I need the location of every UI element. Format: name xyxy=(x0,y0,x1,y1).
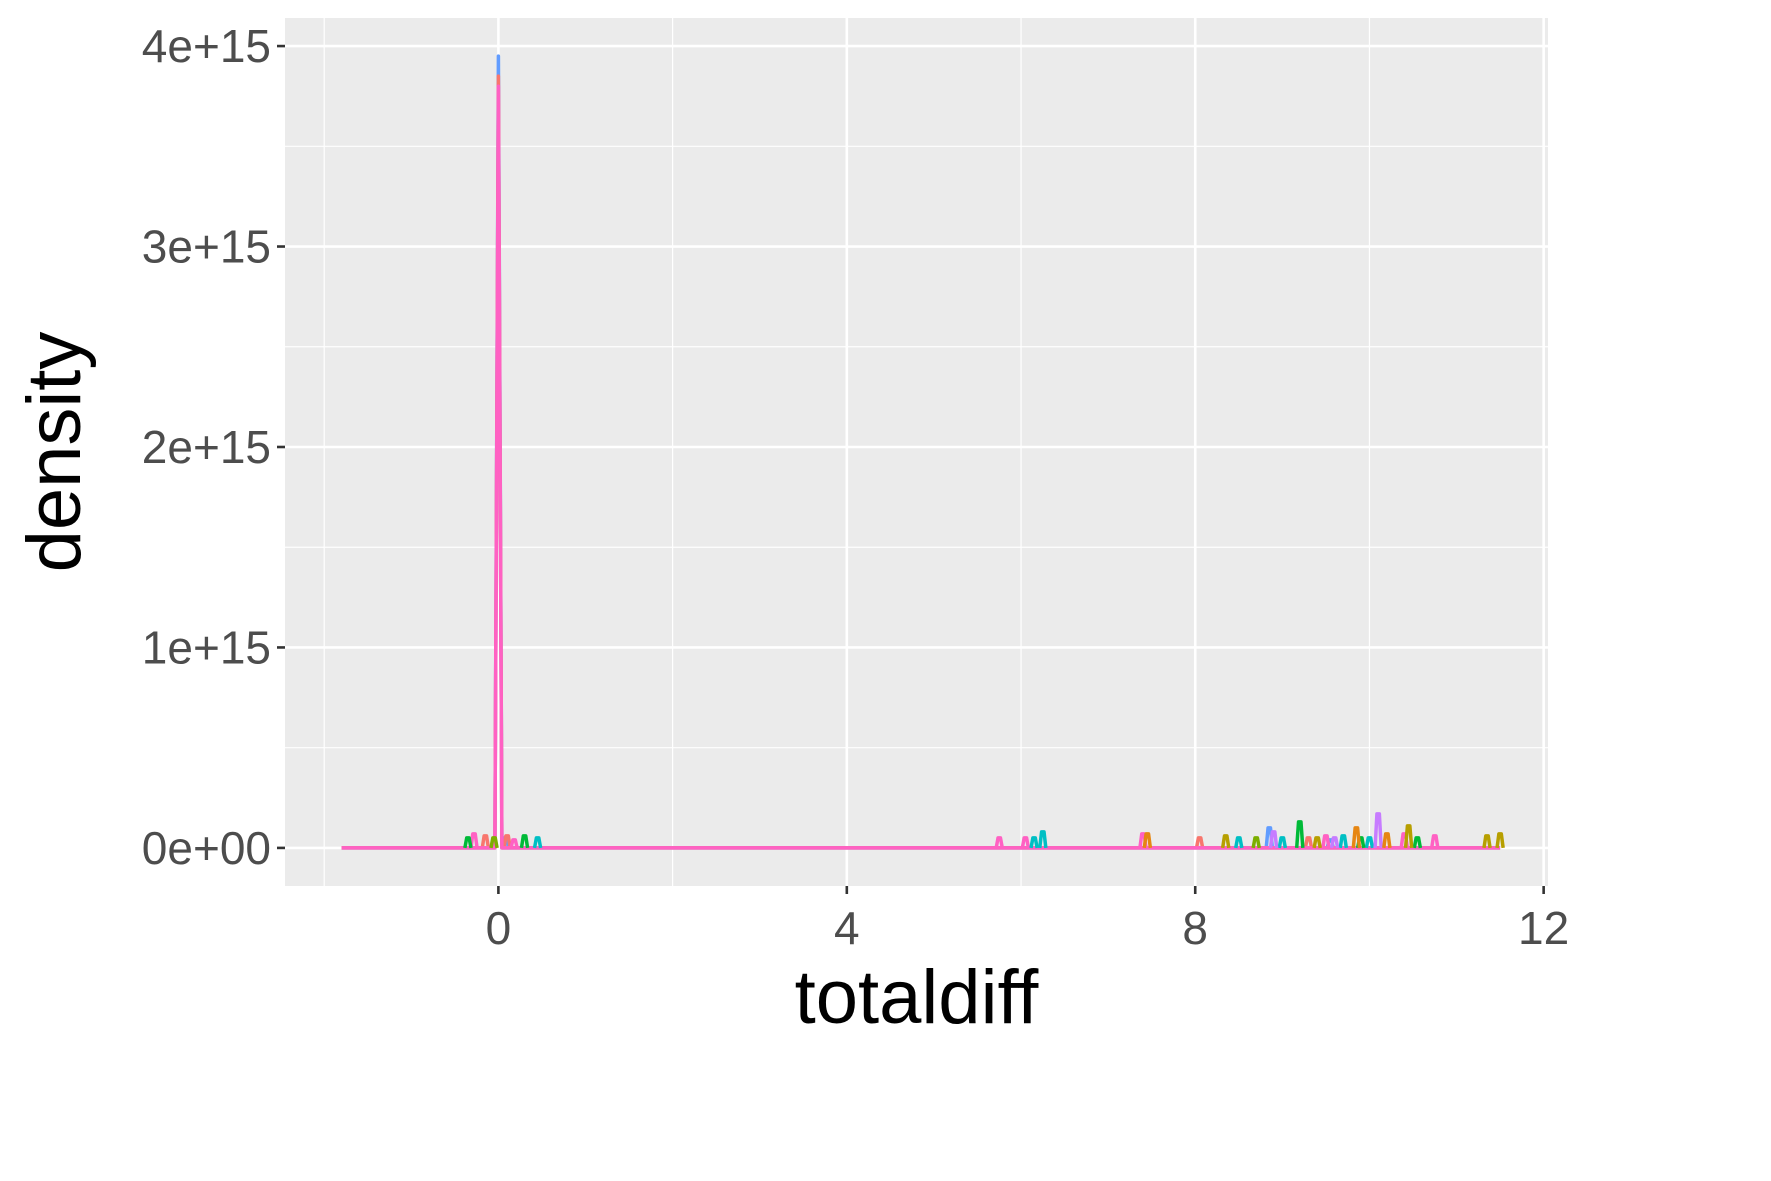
density-bump xyxy=(1029,836,1039,849)
density-bump xyxy=(1277,836,1288,849)
density-bump xyxy=(463,836,473,849)
x-tick-label: 12 xyxy=(1518,902,1569,954)
density-bump xyxy=(994,836,1005,849)
density-bump xyxy=(1303,836,1314,849)
density-series xyxy=(341,84,1501,850)
density-line xyxy=(341,84,1501,850)
y-tick-label: 1e+15 xyxy=(142,621,271,673)
density-bump xyxy=(1268,830,1279,849)
density-bump xyxy=(1429,834,1440,849)
density-bump xyxy=(1038,830,1048,849)
density-series xyxy=(532,830,1375,849)
density-bump xyxy=(519,834,530,849)
density-series xyxy=(489,836,1261,849)
density-bump xyxy=(1373,812,1383,849)
density-bump xyxy=(1194,836,1205,849)
density-bump xyxy=(1338,834,1349,849)
density-bump xyxy=(1403,824,1414,849)
axis-ticks xyxy=(277,44,1545,894)
density-series xyxy=(1142,826,1392,849)
x-axis-title: totaldiff xyxy=(795,955,1040,1040)
y-tick-label: 3e+15 xyxy=(142,221,271,273)
y-tick-label: 4e+15 xyxy=(142,20,271,72)
density-bump xyxy=(1329,836,1340,849)
grid-minor xyxy=(285,18,1548,886)
density-bump xyxy=(1412,836,1423,849)
density-bump xyxy=(1020,836,1031,849)
plot-panel xyxy=(285,18,1548,886)
density-bump xyxy=(480,834,491,849)
tick-labels: 0 4 8 12 0e+00 1e+15 2e+15 3e+15 4e+15 xyxy=(142,20,1569,954)
density-bump xyxy=(532,836,543,849)
x-tick-label: 8 xyxy=(1182,902,1208,954)
density-bump xyxy=(1312,836,1322,849)
x-tick-label: 0 xyxy=(486,902,512,954)
y-tick-label: 0e+00 xyxy=(142,822,271,874)
density-bump xyxy=(1142,832,1153,849)
density-bump xyxy=(502,834,512,849)
density-bump xyxy=(1294,820,1305,849)
density-bump xyxy=(469,832,479,849)
density-bump xyxy=(1495,832,1505,849)
density-series xyxy=(1268,812,1383,849)
density-bump xyxy=(1321,834,1331,849)
y-tick-label: 2e+15 xyxy=(142,421,271,473)
density-bump xyxy=(1382,832,1392,849)
density-bump xyxy=(1364,836,1375,849)
series-layer xyxy=(341,54,1505,850)
density-bump xyxy=(1482,834,1492,849)
density-bump xyxy=(1220,834,1231,849)
density-series xyxy=(1220,824,1505,849)
density-bump xyxy=(489,836,499,849)
density-bump xyxy=(1251,836,1261,849)
density-bump xyxy=(1351,826,1362,849)
density-bump xyxy=(1234,836,1244,849)
x-tick-label: 4 xyxy=(834,902,860,954)
y-axis-title: density xyxy=(12,332,97,573)
density-bump xyxy=(509,838,519,849)
